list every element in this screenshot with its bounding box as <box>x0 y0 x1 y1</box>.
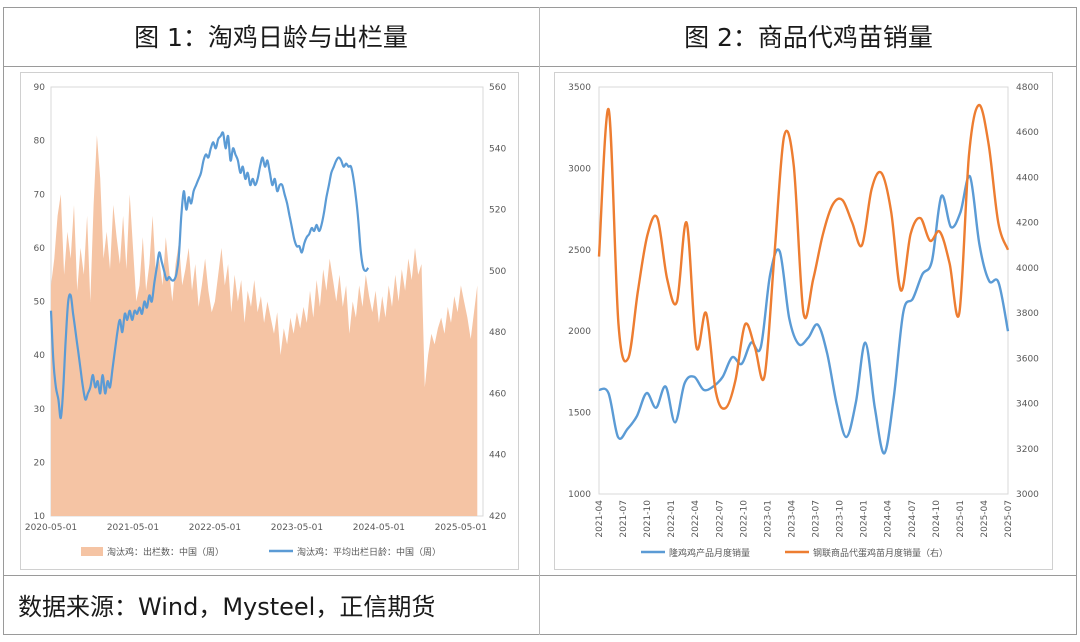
legend-label-line: 淘汰鸡：平均出栏日龄：中国（周） <box>297 546 441 558</box>
y-right-tick-label: 460 <box>489 389 506 399</box>
x-tick-label: 2021-10 <box>643 500 653 538</box>
y-left-tick-label: 1500 <box>568 409 591 419</box>
y-left-tick-label: 50 <box>34 298 46 308</box>
y-left-tick-label: 80 <box>34 137 46 147</box>
y-left-tick-label: 70 <box>34 190 46 200</box>
y-right-tick-label: 3000 <box>1016 490 1039 500</box>
y-right-tick-label: 520 <box>489 206 506 216</box>
x-tick-label: 2023-10 <box>836 500 846 538</box>
y-left-tick-label: 3500 <box>568 83 591 93</box>
y-left-tick-label: 3000 <box>568 164 591 174</box>
product-sales-line <box>598 174 1010 455</box>
chart-1-box: 90 80 70 60 50 40 30 20 10 560 540 520 500 480 460 440 4… <box>20 72 519 570</box>
y-left-tick-label: 2500 <box>568 246 591 256</box>
plot-area <box>598 86 1009 495</box>
y-right-tick-label: 3800 <box>1016 309 1039 319</box>
chart-1-svg: 90 80 70 60 50 40 30 20 10 560 540 520 500 480 460 440 4… <box>25 83 507 558</box>
y-right-tick-label: 420 <box>489 512 506 522</box>
y-right-tick-label: 3400 <box>1016 400 1039 410</box>
y-right-tick-label: 4000 <box>1016 264 1039 274</box>
x-tick-label: 2022-01 <box>667 500 677 538</box>
x-tick-label: 2022-07 <box>715 500 725 538</box>
y-right-tick-label: 540 <box>489 144 506 154</box>
y-right-tick-label: 4400 <box>1016 173 1039 183</box>
column-divider <box>539 7 540 635</box>
y-right-tick-label: 4200 <box>1016 219 1039 229</box>
y-left-tick-label: 2000 <box>568 327 591 337</box>
legend-label-left: 隆鸡鸡产品月度销量 <box>669 547 750 559</box>
data-source-note: 数据来源：Wind，Mysteel，正信期货 <box>18 593 436 621</box>
culled-hens-count-area <box>51 135 478 517</box>
x-tick-label: 2020-05-01 <box>25 523 77 533</box>
legend-label-right: 钢联商品代蛋鸡苗月度销量（右） <box>813 547 948 559</box>
y-left-tick-label: 20 <box>34 458 46 468</box>
figure-1-title: 图 1：淘鸡日龄与出栏量 <box>134 23 408 52</box>
y-right-tick-label: 440 <box>489 451 506 461</box>
y-right-tick-label: 4800 <box>1016 83 1039 93</box>
y-right-tick-label: 560 <box>489 83 506 93</box>
header-divider <box>3 66 1077 67</box>
x-tick-label: 2025-05-01 <box>435 523 487 533</box>
chart-2-svg: 3500 3000 2500 2000 1500 1000 4800 4600 4400 4200… <box>568 83 1039 559</box>
x-tick-label: 2021-07 <box>619 500 629 538</box>
x-tick-label: 2023-07 <box>812 500 822 538</box>
table-frame <box>3 7 1077 635</box>
x-tick-label: 2025-04 <box>980 500 990 538</box>
x-tick-label: 2023-05-01 <box>271 523 323 533</box>
culled-hens-age-line <box>49 131 370 420</box>
x-tick-label: 2022-04 <box>691 500 701 538</box>
x-tick-label: 2021-04 <box>595 500 605 538</box>
x-tick-label: 2022-10 <box>739 500 749 538</box>
chart-2-box: 3500 3000 2500 2000 1500 1000 4800 4600 4400 4200… <box>554 72 1053 570</box>
figure-2-title: 图 2：商品代鸡苗销量 <box>684 23 933 52</box>
y-right-tick-label: 4600 <box>1016 128 1039 138</box>
x-tick-label: 2022-05-01 <box>189 523 241 533</box>
footer-divider <box>3 575 1077 576</box>
x-tick-label: 2024-07 <box>908 500 918 538</box>
x-tick-label: 2024-04 <box>884 500 894 538</box>
y-right-tick-label: 480 <box>489 328 506 338</box>
x-tick-label: 2024-01 <box>860 500 870 538</box>
chick-sales-line <box>597 103 1010 410</box>
y-left-tick-label: 60 <box>34 244 46 254</box>
x-tick-label: 2025-01 <box>956 500 966 538</box>
x-tick-label: 2023-04 <box>787 500 797 538</box>
x-tick-label: 2024-10 <box>932 500 942 538</box>
y-right-tick-label: 3200 <box>1016 445 1039 455</box>
y-right-tick-label: 500 <box>489 267 506 277</box>
legend-label-area: 淘汰鸡：出栏数：中国（周） <box>107 546 224 558</box>
y-left-tick-label: 40 <box>34 351 46 361</box>
y-left-tick-label: 90 <box>34 83 46 93</box>
x-tick-label: 2021-05-01 <box>107 523 159 533</box>
x-tick-label: 2023-01 <box>763 500 773 538</box>
y-left-tick-label: 30 <box>34 405 46 415</box>
x-tick-label: 2025-07 <box>1004 500 1014 538</box>
y-right-tick-label: 3600 <box>1016 354 1039 364</box>
x-tick-label: 2024-05-01 <box>353 523 405 533</box>
y-left-tick-label: 1000 <box>568 490 591 500</box>
y-left-tick-label: 10 <box>34 512 46 522</box>
legend-swatch-area <box>81 547 103 556</box>
